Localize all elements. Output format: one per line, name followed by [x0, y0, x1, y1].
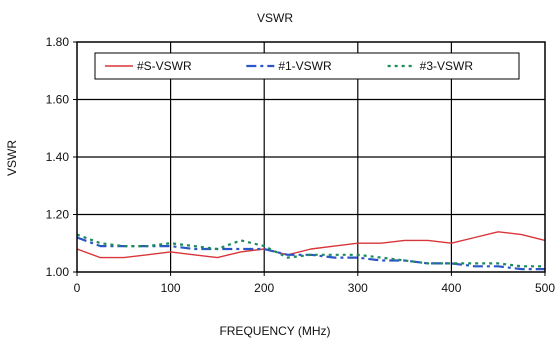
x-tick-label: 100 — [161, 281, 181, 295]
x-tick-label: 0 — [74, 281, 81, 295]
x-tick-label: 500 — [535, 281, 555, 295]
x-tick-label: 200 — [254, 281, 274, 295]
x-tick-label: 400 — [441, 281, 461, 295]
axis-ticks: 0 100 200 300 400 500 1.00 1.20 1.40 1.60 1.80 — [46, 35, 556, 295]
y-tick-label: 1.40 — [46, 150, 70, 164]
chart-title: VSWR — [257, 11, 293, 25]
series-line-3 — [76, 233, 545, 268]
x-axis-label: FREQUENCY (MHz) — [219, 324, 330, 338]
grid-lines — [77, 42, 545, 272]
series-line-1 — [76, 231, 546, 259]
legend-label-3: #3-VSWR — [420, 59, 474, 73]
legend-label-1: #S-VSWR — [137, 59, 192, 73]
y-axis-label: VSWR — [5, 140, 19, 176]
series-layer — [76, 231, 546, 271]
legend: #S-VSWR #1-VSWR #3-VSWR — [94, 52, 520, 80]
y-tick-label: 1.00 — [46, 265, 70, 279]
y-tick-label: 1.80 — [46, 35, 70, 49]
y-tick-label: 1.20 — [46, 208, 70, 222]
y-tick-label: 1.60 — [46, 93, 70, 107]
legend-label-2: #1-VSWR — [278, 59, 332, 73]
legend-box — [94, 52, 520, 80]
x-tick-label: 300 — [348, 281, 368, 295]
